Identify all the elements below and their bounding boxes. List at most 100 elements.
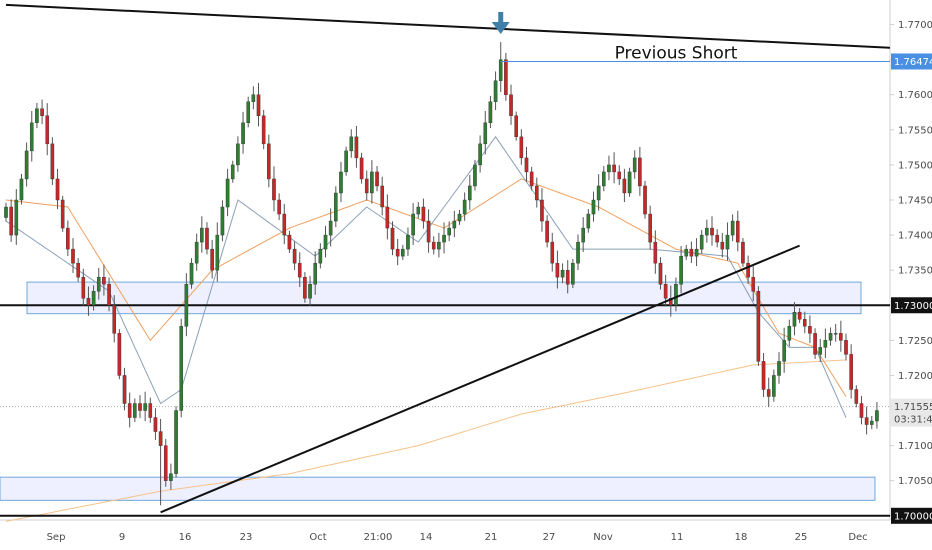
candle-body — [138, 403, 142, 411]
candle-body — [638, 157, 642, 187]
candle-body — [648, 213, 652, 243]
candle-body — [174, 410, 178, 474]
candle-body — [483, 122, 488, 145]
candle-body — [14, 199, 19, 236]
x-tick-label: Sep — [47, 532, 66, 543]
candle-body — [653, 241, 658, 264]
candle-body — [282, 213, 287, 236]
x-tick-label: 23 — [240, 532, 253, 543]
candle-body — [668, 298, 673, 306]
candle-body — [272, 178, 276, 201]
candle-body — [66, 227, 70, 250]
x-tick-label: Oct — [309, 532, 326, 543]
candle-body — [844, 340, 848, 355]
candle-body — [715, 234, 719, 243]
candle-body — [813, 333, 817, 355]
candle-body — [395, 248, 400, 257]
candle-body — [550, 241, 555, 264]
x-tick-label: 9 — [119, 532, 125, 543]
candle-body — [741, 241, 745, 264]
candle-body — [828, 333, 833, 341]
candle-body — [679, 255, 683, 285]
annotation-price-tag: 1.76474 — [894, 57, 932, 68]
candle-body — [349, 136, 354, 152]
candle-body — [184, 284, 189, 327]
candle-body — [607, 164, 611, 173]
candle-body — [756, 291, 761, 362]
zone-box — [26, 281, 862, 315]
candle-body — [241, 122, 245, 145]
candle-body — [225, 178, 230, 208]
candle-body — [730, 220, 735, 236]
descending-trendline — [5, 3, 891, 49]
y-tick-label: 1.75000 — [898, 160, 932, 171]
candle-body — [524, 157, 529, 173]
candle-body — [787, 326, 792, 341]
candle-body — [627, 171, 632, 194]
candle-body — [725, 234, 730, 250]
candle-body — [529, 171, 534, 187]
ascending-trendline — [160, 244, 801, 514]
candle-body — [792, 312, 797, 327]
candle-body — [504, 59, 508, 95]
candle-body — [29, 122, 34, 152]
candle-body — [442, 234, 446, 243]
candle-body — [380, 185, 384, 208]
down-arrow-shaft — [498, 12, 504, 25]
annotation-price-tag-bg — [891, 53, 932, 70]
candle-body — [473, 164, 477, 187]
candle-body — [328, 220, 333, 236]
y-tick-label: 1.77000 — [898, 20, 932, 31]
candle-body — [802, 319, 807, 327]
candle-body — [416, 206, 421, 215]
candle-body — [555, 262, 560, 278]
candle-body — [818, 347, 823, 355]
candle-body — [334, 192, 338, 222]
candle-body — [875, 410, 879, 422]
candle-body — [230, 164, 235, 180]
candle-body — [375, 171, 379, 187]
candle-body — [133, 403, 137, 418]
candle-body — [200, 227, 204, 243]
candle-body — [261, 115, 266, 145]
candle-body — [751, 276, 756, 292]
x-tick-label: 18 — [735, 532, 748, 543]
candle-body — [318, 248, 323, 264]
x-tick-label: 16 — [179, 532, 192, 543]
candle-body — [339, 171, 343, 194]
candle-body — [390, 227, 395, 250]
candle-body — [705, 227, 709, 236]
y-tick-label: 1.74000 — [898, 231, 932, 242]
candle-body — [766, 389, 771, 397]
candle-body — [194, 241, 199, 264]
candle-body — [359, 157, 364, 180]
candle-body — [761, 361, 766, 390]
candle-body — [823, 340, 828, 348]
candle-body — [35, 108, 39, 124]
candle-body — [158, 431, 163, 446]
candle-body — [509, 94, 513, 116]
candle-body — [447, 227, 451, 236]
candle-body — [514, 115, 518, 138]
y-tick-label: 1.72500 — [898, 336, 932, 347]
resistance-price-tag-bg — [891, 297, 932, 314]
last-price-tag-bg — [891, 398, 932, 427]
candle-body — [689, 248, 694, 257]
candle-body — [411, 213, 415, 236]
down-arrow-icon — [491, 12, 510, 34]
candle-body — [746, 262, 750, 278]
y-tick-label: 1.72000 — [898, 371, 932, 382]
candle-body — [519, 136, 524, 159]
candle-body — [117, 333, 122, 376]
candle-body — [24, 150, 29, 180]
candle-body — [699, 234, 704, 250]
y-tick-label: 1.74500 — [898, 196, 932, 207]
candle-body — [431, 241, 436, 250]
candle-body — [406, 234, 410, 250]
ma-slow-line — [5, 359, 847, 522]
candle-body — [19, 178, 24, 201]
candle-body — [710, 227, 714, 236]
candle-body — [478, 143, 482, 166]
candle-body — [297, 262, 302, 278]
